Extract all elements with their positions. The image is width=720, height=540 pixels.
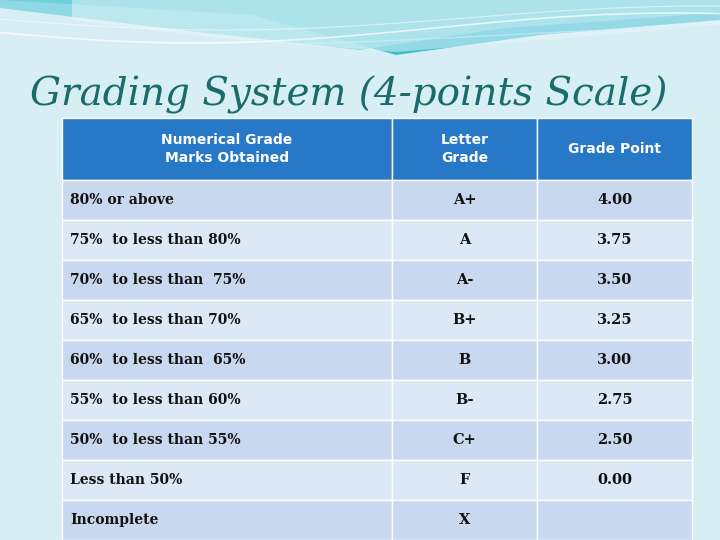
FancyBboxPatch shape: [62, 118, 392, 180]
FancyBboxPatch shape: [392, 380, 537, 420]
Text: 2.50: 2.50: [597, 433, 632, 447]
Text: Grading System (4-points Scale): Grading System (4-points Scale): [30, 76, 667, 114]
FancyBboxPatch shape: [537, 500, 692, 540]
FancyBboxPatch shape: [392, 340, 537, 380]
FancyBboxPatch shape: [537, 300, 692, 340]
Text: 3.75: 3.75: [597, 233, 632, 247]
Text: 3.00: 3.00: [597, 353, 632, 367]
Polygon shape: [0, 0, 720, 55]
Text: Grade Point: Grade Point: [568, 142, 661, 156]
FancyBboxPatch shape: [62, 420, 392, 460]
Text: 55%  to less than 60%: 55% to less than 60%: [70, 393, 240, 407]
Text: 0.00: 0.00: [597, 473, 632, 487]
FancyBboxPatch shape: [392, 220, 537, 260]
Text: 3.25: 3.25: [597, 313, 632, 327]
FancyBboxPatch shape: [392, 500, 537, 540]
Text: 50%  to less than 55%: 50% to less than 55%: [70, 433, 240, 447]
FancyBboxPatch shape: [392, 300, 537, 340]
Text: 70%  to less than  75%: 70% to less than 75%: [70, 273, 246, 287]
Text: 65%  to less than 70%: 65% to less than 70%: [70, 313, 240, 327]
Text: C+: C+: [453, 433, 477, 447]
Text: B-: B-: [455, 393, 474, 407]
FancyBboxPatch shape: [62, 220, 392, 260]
FancyBboxPatch shape: [62, 500, 392, 540]
FancyBboxPatch shape: [537, 220, 692, 260]
FancyBboxPatch shape: [62, 300, 392, 340]
Text: B+: B+: [452, 313, 477, 327]
FancyBboxPatch shape: [537, 420, 692, 460]
Text: 75%  to less than 80%: 75% to less than 80%: [70, 233, 240, 247]
Text: F: F: [459, 473, 469, 487]
FancyBboxPatch shape: [537, 180, 692, 220]
Text: 60%  to less than  65%: 60% to less than 65%: [70, 353, 246, 367]
Text: B: B: [459, 353, 471, 367]
FancyBboxPatch shape: [392, 260, 537, 300]
FancyBboxPatch shape: [537, 260, 692, 300]
Text: Less than 50%: Less than 50%: [70, 473, 182, 487]
FancyBboxPatch shape: [392, 180, 537, 220]
FancyBboxPatch shape: [62, 260, 392, 300]
Text: Numerical Grade
Marks Obtained: Numerical Grade Marks Obtained: [161, 133, 292, 165]
Text: Incomplete: Incomplete: [70, 513, 158, 527]
FancyBboxPatch shape: [537, 460, 692, 500]
FancyBboxPatch shape: [62, 180, 392, 220]
FancyBboxPatch shape: [62, 340, 392, 380]
Text: 80% or above: 80% or above: [70, 193, 174, 207]
Text: X: X: [459, 513, 470, 527]
Text: 4.00: 4.00: [597, 193, 632, 207]
Text: Letter
Grade: Letter Grade: [441, 133, 488, 165]
FancyBboxPatch shape: [537, 380, 692, 420]
FancyBboxPatch shape: [392, 118, 537, 180]
Polygon shape: [0, 0, 720, 50]
FancyBboxPatch shape: [62, 460, 392, 500]
Text: A+: A+: [453, 193, 476, 207]
FancyBboxPatch shape: [392, 460, 537, 500]
FancyBboxPatch shape: [392, 420, 537, 460]
FancyBboxPatch shape: [62, 380, 392, 420]
FancyBboxPatch shape: [537, 340, 692, 380]
Text: 2.75: 2.75: [597, 393, 632, 407]
FancyBboxPatch shape: [537, 118, 692, 180]
Text: A-: A-: [456, 273, 473, 287]
Text: 3.50: 3.50: [597, 273, 632, 287]
Text: A: A: [459, 233, 470, 247]
Polygon shape: [72, 0, 720, 52]
